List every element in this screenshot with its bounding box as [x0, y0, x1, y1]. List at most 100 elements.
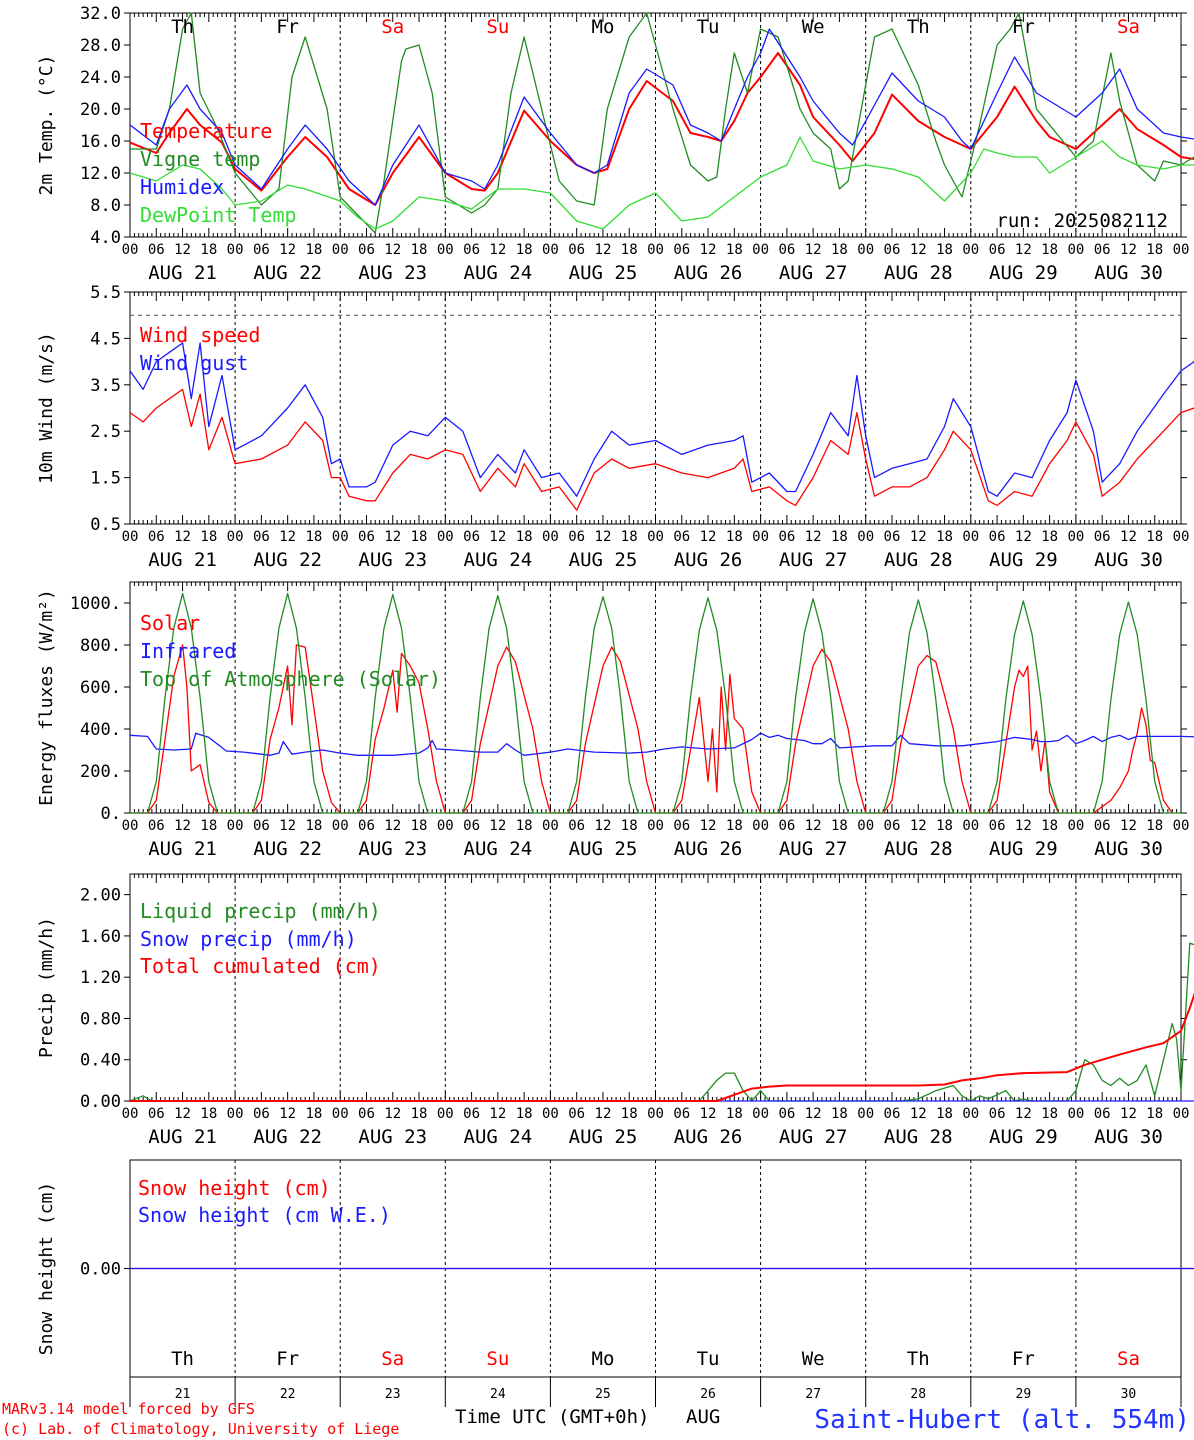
weekday-label: Sa: [381, 1348, 404, 1370]
y-tick-label: 4.0: [90, 228, 121, 248]
hour-tick-label: 18: [1146, 529, 1163, 545]
legend-humidex: Humidex: [140, 175, 224, 199]
date-tick-label: AUG 22: [253, 549, 322, 571]
date-tick-label: AUG 29: [989, 262, 1058, 284]
y-tick-label: 0.5: [90, 515, 121, 535]
y-tick-label: 0.00: [80, 1092, 121, 1112]
hour-tick-label: 12: [595, 529, 612, 545]
hour-tick-label: 06: [463, 818, 480, 834]
date-tick-label: AUG 24: [464, 1126, 533, 1148]
y-tick-label: 0.40: [80, 1051, 121, 1071]
hour-tick-label: 18: [621, 529, 638, 545]
weekday-label: Su: [486, 16, 509, 38]
legend-wind-gust: Wind gust: [140, 351, 248, 375]
date-tick-label: AUG 21: [148, 838, 217, 860]
hour-tick-label: 06: [253, 818, 270, 834]
hour-tick-label: 00: [122, 1106, 139, 1122]
series-vigne-temp: [130, 12, 1194, 234]
hour-tick-label: 00: [227, 1106, 244, 1122]
hour-tick-label: 06: [884, 242, 901, 258]
hour-tick-label: 00: [752, 529, 769, 545]
hour-tick-label: 00: [542, 242, 559, 258]
y-tick-label: 2.00: [80, 886, 121, 906]
date-tick-label: AUG 26: [674, 838, 743, 860]
hour-tick-label: 06: [884, 818, 901, 834]
y-tick-label: 200.: [80, 762, 121, 782]
legend-snow-height-cm-w-e: Snow height (cm W.E.): [138, 1203, 391, 1227]
day-number-label: 25: [595, 1387, 611, 1402]
hour-tick-label: 18: [200, 529, 217, 545]
date-tick-label: AUG 28: [884, 1126, 953, 1148]
hour-tick-label: 00: [1173, 529, 1190, 545]
hour-tick-label: 06: [884, 529, 901, 545]
hour-tick-label: 12: [1015, 1106, 1032, 1122]
y-axis-title: Snow height (cm): [36, 1182, 57, 1355]
hour-tick-label: 06: [253, 1106, 270, 1122]
hour-tick-label: 06: [253, 529, 270, 545]
date-tick-label: AUG 28: [884, 838, 953, 860]
y-tick-label: 400.: [80, 720, 121, 740]
weekday-label: Sa: [1117, 16, 1140, 38]
hour-tick-label: 06: [358, 1106, 375, 1122]
series-liquid-precip-mm-h: [129, 942, 1194, 1102]
y-tick-label: 1000.: [70, 594, 121, 614]
hour-tick-label: 12: [1015, 242, 1032, 258]
hour-tick-label: 00: [647, 529, 664, 545]
hour-tick-label: 18: [411, 242, 428, 258]
hour-tick-label: 06: [989, 818, 1006, 834]
date-tick-label: AUG 23: [358, 262, 427, 284]
hour-tick-label: 18: [1041, 529, 1058, 545]
legend-snow-height-cm: Snow height (cm): [138, 1176, 331, 1200]
hour-tick-label: 00: [752, 242, 769, 258]
hour-tick-label: 18: [831, 818, 848, 834]
hour-tick-label: 12: [700, 242, 717, 258]
hour-tick-label: 18: [200, 818, 217, 834]
hour-tick-label: 12: [1015, 818, 1032, 834]
series-wind-gust: [129, 342, 1194, 497]
hour-tick-label: 12: [489, 818, 506, 834]
hour-tick-label: 12: [174, 818, 191, 834]
hour-tick-label: 18: [936, 529, 953, 545]
date-tick-label: AUG 30: [1094, 549, 1163, 571]
hour-tick-label: 00: [752, 818, 769, 834]
date-tick-label: AUG 25: [569, 1126, 638, 1148]
hour-tick-label: 18: [200, 242, 217, 258]
hour-tick-label: 06: [884, 1106, 901, 1122]
hour-tick-label: 00: [332, 529, 349, 545]
hour-tick-label: 12: [1120, 242, 1137, 258]
hour-tick-label: 06: [568, 242, 585, 258]
date-tick-label: AUG 24: [464, 838, 533, 860]
hour-tick-label: 06: [463, 242, 480, 258]
hour-tick-label: 18: [726, 529, 743, 545]
hour-tick-label: 00: [437, 242, 454, 258]
y-axis-titles: 2m Temp. (°C) 10m Wind (m/s) Energy fluxes…: [36, 55, 57, 1356]
hour-tick-label: 12: [595, 242, 612, 258]
weekday-label: Mo: [592, 1348, 615, 1370]
hour-tick-label: 00: [857, 242, 874, 258]
y-tick-label: 4.5: [90, 329, 121, 349]
day-number-label: 26: [700, 1387, 716, 1402]
hour-tick-label: 00: [857, 529, 874, 545]
hour-tick-label: 18: [1146, 818, 1163, 834]
y-axis-title: 10m Wind (m/s): [36, 332, 57, 484]
weekday-label: Fr: [276, 16, 299, 38]
date-tick-label: AUG 23: [358, 838, 427, 860]
hour-tick-label: 00: [1067, 818, 1084, 834]
hour-tick-label: 12: [910, 242, 927, 258]
y-axis-title: Energy fluxes (W/m²): [36, 589, 57, 806]
date-tick-label: AUG 21: [148, 1126, 217, 1148]
y-axis-title: 2m Temp. (°C): [36, 55, 57, 196]
hour-tick-label: 00: [437, 529, 454, 545]
station-label: Saint-Hubert (alt. 554m): [814, 1405, 1190, 1435]
day-number-label: 29: [1016, 1387, 1032, 1402]
legend-infrared: Infrared: [140, 639, 236, 663]
date-tick-label: AUG 30: [1094, 1126, 1163, 1148]
weekday-label: Fr: [1012, 1348, 1035, 1370]
hour-tick-label: 18: [936, 1106, 953, 1122]
hour-tick-label: 00: [962, 529, 979, 545]
series-temperature: [129, 52, 1194, 206]
hour-tick-label: 12: [910, 529, 927, 545]
date-tick-label: AUG 29: [989, 549, 1058, 571]
y-tick-labels: 4.0 8.0 12.0 16.0 20.0 24.0 28.0 32.0 0.5 1.5 2.5 3…: [70, 4, 121, 1280]
